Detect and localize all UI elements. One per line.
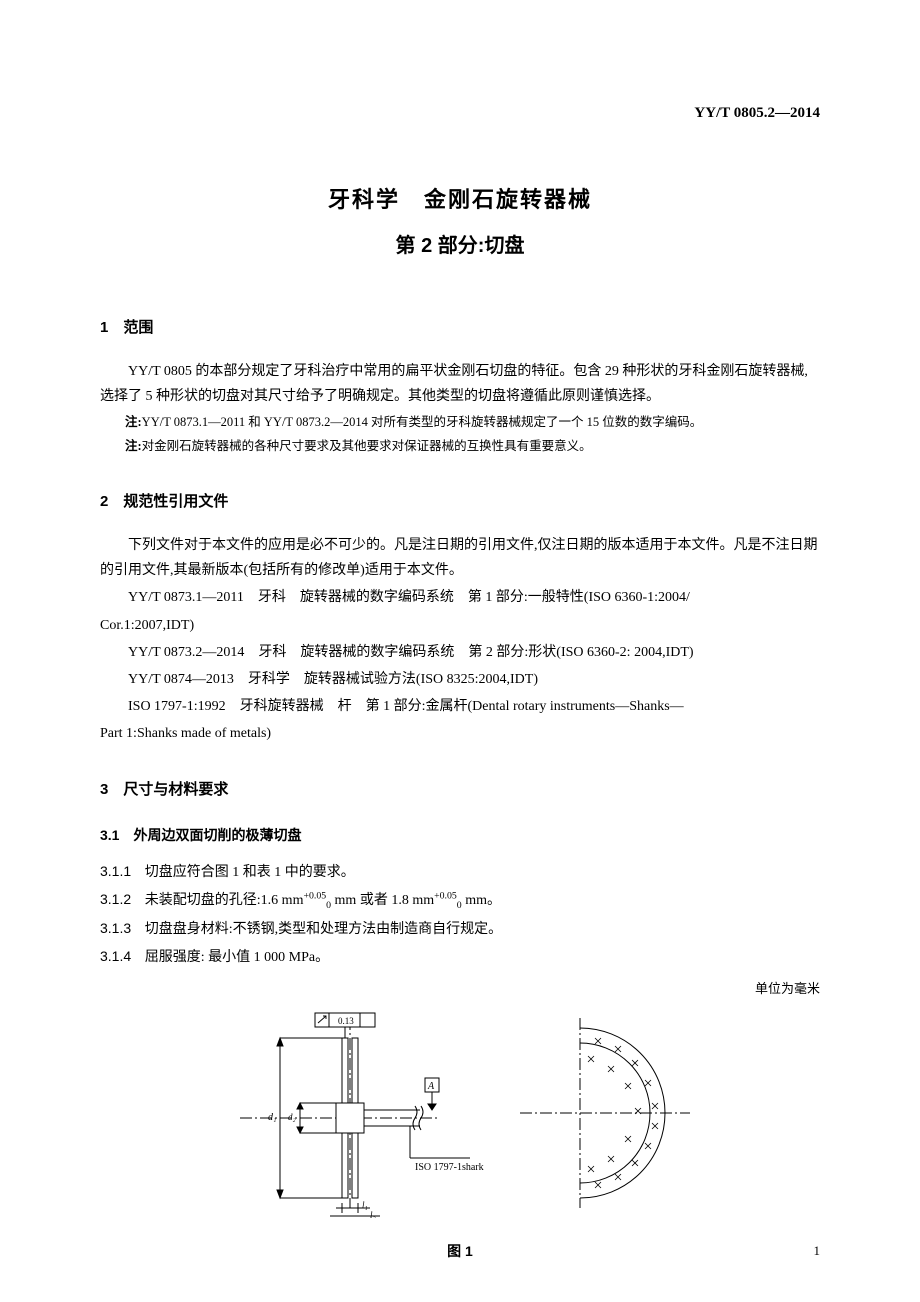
fig-shank-label: ISO 1797-1shark: [415, 1162, 484, 1173]
ref-1b: Cor.1:2007,IDT): [100, 613, 820, 638]
section-1-heading: 1 范围: [100, 314, 820, 341]
item-3-1-2: 3.1.2未装配切盘的孔径:1.6 mm+0.050 mm 或者 1.8 mm+…: [100, 887, 820, 914]
fig-gd-value: 0.13: [338, 1016, 354, 1026]
unit-note: 单位为毫米: [100, 977, 820, 1000]
document-id: YY/T 0805.2—2014: [694, 100, 820, 127]
ref-3: YY/T 0874—2013 牙科学 旋转器械试验方法(ISO 8325:200…: [100, 667, 820, 692]
section-3-heading: 3 尺寸与材料要求: [100, 776, 820, 803]
ref-2: YY/T 0873.2—2014 牙科 旋转器械的数字编码系统 第 2 部分:形…: [100, 640, 820, 665]
item-3-1-3: 3.1.3切盘盘身材料:不锈钢,类型和处理方法由制造商自行规定。: [100, 916, 820, 942]
ref-4a: ISO 1797-1:1992 牙科旋转器械 杆 第 1 部分:金属杆(Dent…: [100, 694, 820, 719]
item-number: 3.1.4: [100, 944, 145, 969]
note-text: YY/T 0873.1—2011 和 YY/T 0873.2—2014 对所有类…: [142, 415, 703, 429]
item-number: 3.1.1: [100, 859, 145, 884]
fig-l2-label: l₂: [370, 1210, 376, 1218]
item-text-pre: 未装配切盘的孔径:1.6 mm: [145, 893, 304, 908]
item-text: 切盘应符合图 1 和表 1 中的要求。: [145, 865, 355, 880]
title-block: 牙科学 金刚石旋转器械 第 2 部分:切盘: [100, 180, 820, 264]
subsection-3-1-heading: 3.1 外周边双面切削的极薄切盘: [100, 823, 820, 848]
fig-datum-a: A: [427, 1081, 435, 1092]
item-3-1-1: 3.1.1切盘应符合图 1 和表 1 中的要求。: [100, 859, 820, 885]
fig-d1-label: d₁: [268, 1112, 276, 1123]
tolerance-sup: +0.05: [303, 890, 326, 901]
refs-intro: 下列文件对于本文件的应用是必不可少的。凡是注日期的引用文件,仅注日期的版本适用于…: [100, 533, 820, 583]
section-2-heading: 2 规范性引用文件: [100, 488, 820, 515]
item-text-post: mm。: [462, 893, 501, 908]
ref-4b: Part 1:Shanks made of metals): [100, 721, 820, 746]
figure-1: 0.13 A ISO 1797-1shark l₁ l₂ d₁ d₂: [100, 1008, 820, 1227]
scope-paragraph: YY/T 0805 的本部分规定了牙科治疗中常用的扁平状金刚石切盘的特征。包含 …: [100, 359, 820, 409]
item-3-1-4: 3.1.4屈服强度: 最小值 1 000 MPa。: [100, 944, 820, 970]
scope-note-1: 注:YY/T 0873.1—2011 和 YY/T 0873.2—2014 对所…: [100, 411, 820, 434]
note-label: 注:: [125, 415, 142, 429]
figure-1-caption: 图 1: [100, 1239, 820, 1264]
note-text: 对金刚石旋转器械的各种尺寸要求及其他要求对保证器械的互换性具有重要意义。: [142, 439, 592, 453]
item-number: 3.1.2: [100, 887, 145, 912]
page-number: 1: [814, 1239, 821, 1262]
figure-1-svg: 0.13 A ISO 1797-1shark l₁ l₂ d₁ d₂: [210, 1008, 710, 1218]
item-number: 3.1.3: [100, 916, 145, 941]
fig-l1-label: l₁: [362, 1200, 368, 1210]
item-text: 切盘盘身材料:不锈钢,类型和处理方法由制造商自行规定。: [145, 922, 502, 937]
title-main: 牙科学 金刚石旋转器械: [100, 180, 820, 220]
fig-d2-label: d₂: [288, 1112, 296, 1122]
note-label: 注:: [125, 439, 142, 453]
tolerance-sup: +0.05: [434, 890, 457, 901]
item-text-mid: mm 或者 1.8 mm: [331, 893, 434, 908]
item-text: 屈服强度: 最小值 1 000 MPa。: [145, 950, 329, 965]
ref-1a: YY/T 0873.1—2011 牙科 旋转器械的数字编码系统 第 1 部分:一…: [100, 585, 820, 610]
title-subtitle: 第 2 部分:切盘: [100, 228, 820, 264]
scope-note-2: 注:对金刚石旋转器械的各种尺寸要求及其他要求对保证器械的互换性具有重要意义。: [100, 435, 820, 458]
